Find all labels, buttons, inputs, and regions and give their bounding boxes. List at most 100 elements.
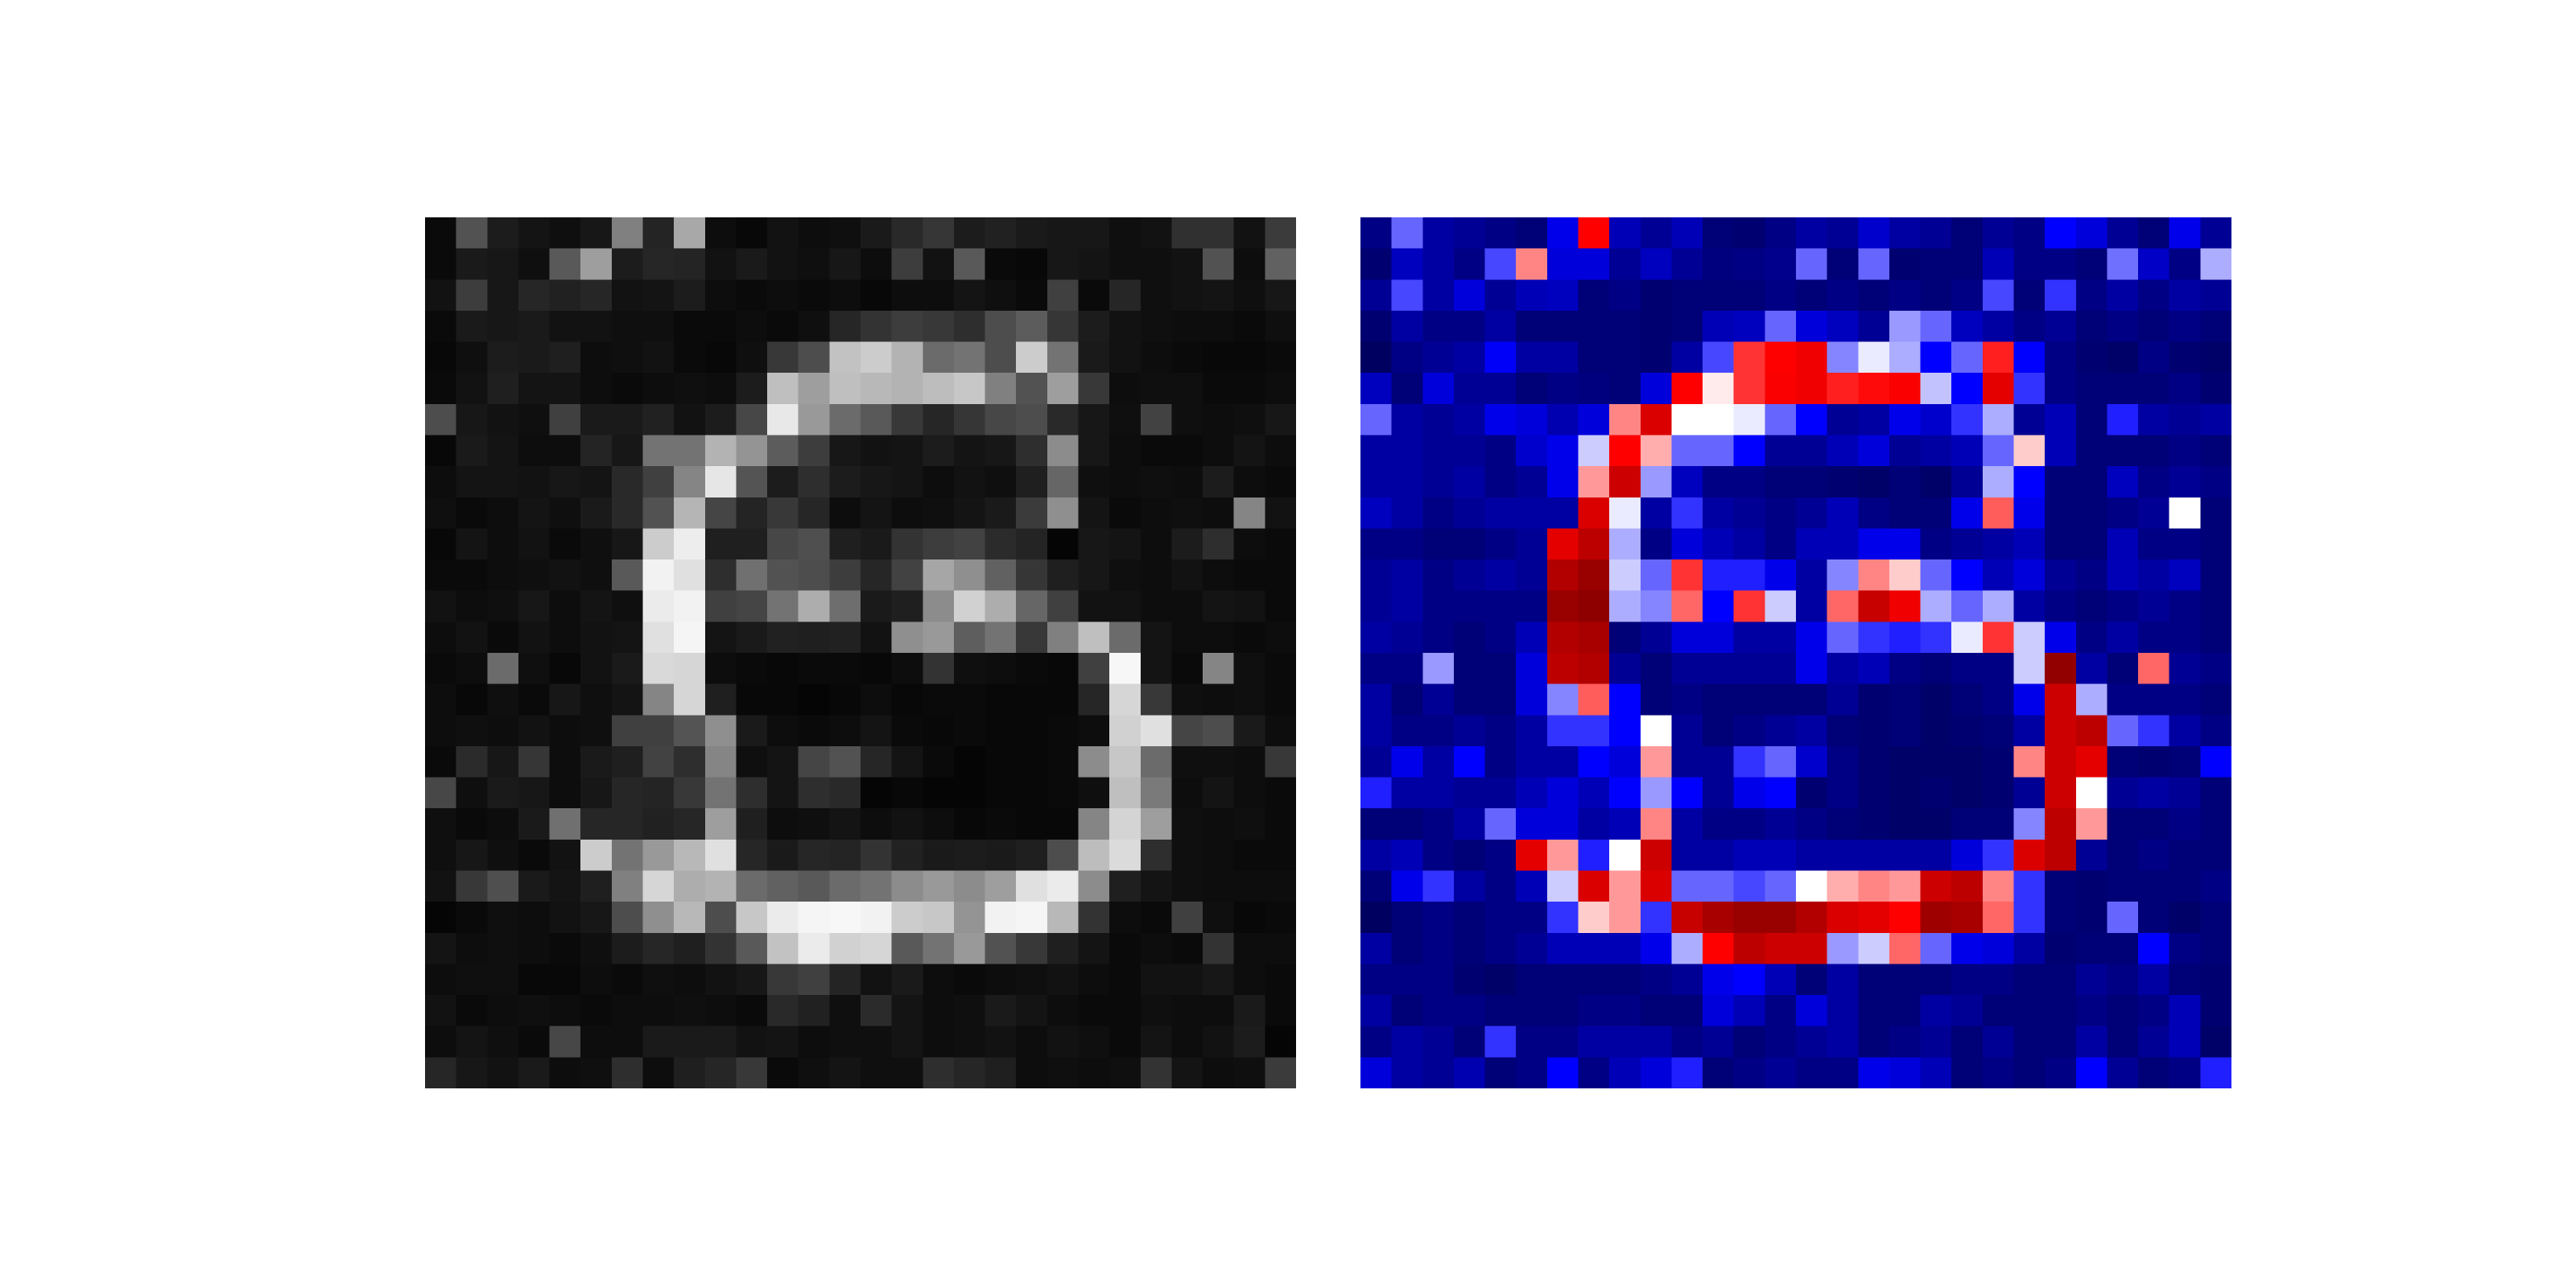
heatmap-cell	[1171, 995, 1203, 1027]
heatmap-cell	[1733, 217, 1766, 250]
heatmap-cell	[1703, 932, 1735, 965]
heatmap-cell	[1360, 995, 1393, 1027]
heatmap-cell	[1889, 777, 1922, 809]
heatmap-cell	[549, 683, 581, 716]
heatmap-cell	[1733, 1057, 1766, 1088]
heatmap-cell	[425, 995, 457, 1027]
heatmap-cell	[2075, 435, 2108, 467]
heatmap-cell	[1203, 1057, 1235, 1088]
heatmap-cell	[2169, 777, 2202, 809]
heatmap-cell	[2075, 870, 2108, 902]
heatmap-cell	[518, 839, 551, 872]
heatmap-cell	[1453, 964, 1486, 996]
heatmap-cell	[1171, 341, 1203, 374]
heatmap-cell	[767, 683, 799, 716]
heatmap-cell	[642, 745, 675, 778]
heatmap-cell	[1578, 528, 1610, 560]
heatmap-cell	[1920, 341, 1952, 374]
heatmap-cell	[1484, 559, 1517, 592]
heatmap-cell	[611, 373, 644, 405]
heatmap-cell	[2169, 341, 2202, 374]
heatmap-cell	[1765, 683, 1797, 716]
heatmap-cell	[2138, 932, 2170, 965]
heatmap-cell	[1951, 279, 1984, 312]
heatmap-cell	[829, 1057, 861, 1088]
heatmap-cell	[923, 964, 955, 996]
heatmap-cell	[1422, 466, 1455, 498]
heatmap-cell	[767, 932, 799, 965]
heatmap-cell	[1889, 653, 1922, 685]
heatmap-cell	[1578, 808, 1610, 840]
heatmap-cell	[2107, 995, 2139, 1027]
heatmap-cell	[985, 653, 1017, 685]
heatmap-cell	[1233, 466, 1266, 498]
heatmap-cell	[829, 217, 861, 250]
heatmap-cell	[704, 341, 737, 374]
heatmap-cell	[580, 403, 613, 436]
heatmap-cell	[456, 279, 489, 312]
heatmap-cell	[829, 745, 861, 778]
heatmap-cell	[1422, 653, 1455, 685]
heatmap-cell	[1516, 435, 1548, 467]
heatmap-cell	[1233, 621, 1266, 654]
heatmap-cell	[1889, 902, 1922, 934]
heatmap-cell	[1546, 715, 1579, 747]
heatmap-cell	[1109, 902, 1141, 934]
heatmap-cell	[1827, 932, 1860, 965]
heatmap-cell	[891, 653, 924, 685]
heatmap-cell	[829, 964, 861, 996]
heatmap-cell	[1671, 932, 1703, 965]
heatmap-cell	[1109, 279, 1141, 312]
heatmap-cell	[2200, 528, 2231, 560]
heatmap-cell	[985, 403, 1017, 436]
heatmap-cell	[1233, 932, 1266, 965]
heatmap-cell	[2200, 839, 2231, 872]
heatmap-cell	[1640, 466, 1673, 498]
heatmap-cell	[1265, 403, 1296, 436]
heatmap-cell	[2075, 715, 2108, 747]
heatmap-cell	[1140, 310, 1173, 343]
heatmap-cell	[1858, 932, 1890, 965]
heatmap-cell	[2107, 248, 2139, 281]
heatmap-cell	[704, 248, 737, 281]
heatmap-cell	[1733, 497, 1766, 530]
heatmap-cell	[953, 403, 986, 436]
heatmap-cell	[518, 590, 551, 623]
heatmap-cell	[2045, 466, 2077, 498]
heatmap-cell	[985, 248, 1017, 281]
heatmap-cell	[1640, 777, 1673, 809]
heatmap-cell	[1982, 590, 2015, 623]
heatmap-cell	[1982, 964, 2015, 996]
heatmap-cell	[518, 373, 551, 405]
heatmap-cell	[1391, 870, 1424, 902]
heatmap-cell	[1827, 745, 1860, 778]
heatmap-cell	[1140, 373, 1173, 405]
heatmap-cell	[1671, 653, 1703, 685]
heatmap-cell	[1765, 403, 1797, 436]
heatmap-cell	[456, 497, 489, 530]
heatmap-cell	[1516, 341, 1548, 374]
heatmap-cell	[611, 403, 644, 436]
heatmap-cell	[2045, 902, 2077, 934]
heatmap-cell	[891, 715, 924, 747]
heatmap-cell	[1140, 932, 1173, 965]
heatmap-cell	[1203, 435, 1235, 467]
heatmap-cell	[1578, 559, 1610, 592]
heatmap-cell	[487, 653, 519, 685]
heatmap-cell	[1578, 279, 1610, 312]
heatmap-cell	[2200, 248, 2231, 281]
heatmap-cell	[518, 466, 551, 498]
heatmap-cell	[1360, 621, 1393, 654]
heatmap-cell	[1484, 217, 1517, 250]
heatmap-cell	[1703, 902, 1735, 934]
heatmap-cell	[674, 497, 706, 530]
heatmap-cell	[953, 248, 986, 281]
heatmap-cell	[2013, 621, 2046, 654]
heatmap-cell	[1360, 808, 1393, 840]
heatmap-cell	[736, 902, 768, 934]
heatmap-cell	[642, 777, 675, 809]
heatmap-cell	[1703, 715, 1735, 747]
heatmap-cell	[1982, 248, 2015, 281]
heatmap-cell	[1233, 217, 1266, 250]
heatmap-cell	[1765, 528, 1797, 560]
